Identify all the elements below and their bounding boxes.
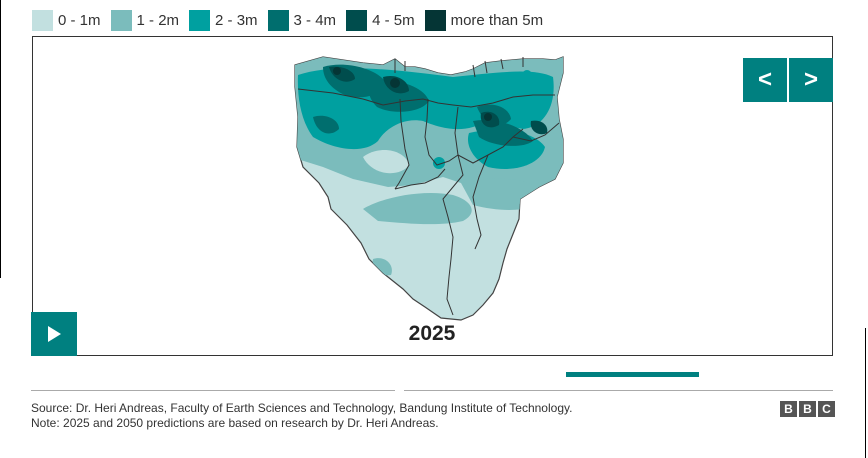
- legend-item-2-3m: 2 - 3m: [189, 9, 258, 31]
- legend-swatch: [267, 9, 289, 31]
- bbc-logo-block: C: [818, 401, 835, 417]
- legend-label: 4 - 5m: [372, 11, 415, 29]
- zone-more-than-5m: [333, 67, 341, 75]
- zone-more-than-5m: [390, 78, 400, 88]
- zone-1-2m: [363, 192, 472, 225]
- legend-label: more than 5m: [450, 11, 544, 29]
- map-frame: [32, 36, 833, 356]
- bbc-logo-block: B: [780, 401, 797, 417]
- zone-2-3m: [522, 70, 532, 80]
- source-text: Source: Dr. Heri Andreas, Faculty of Ear…: [31, 401, 573, 415]
- zone-more-than-5m: [484, 113, 492, 121]
- zone-3-4m: [313, 115, 339, 134]
- legend-swatch: [346, 9, 368, 31]
- legend-label: 1 - 2m: [136, 11, 180, 29]
- legend-item-0-1m: 0 - 1m: [32, 9, 101, 31]
- legend-swatch: [32, 9, 53, 31]
- next-button[interactable]: >: [789, 58, 833, 102]
- legend: 0 - 1m 1 - 2m 2 - 3m 3 - 4m 4 - 5m more …: [32, 8, 553, 32]
- divider: [404, 390, 833, 391]
- bbc-logo: B B C: [778, 401, 835, 417]
- source-note: Source: Dr. Heri Andreas, Faculty of Ear…: [31, 401, 751, 431]
- district-boundaries: [297, 88, 560, 316]
- legend-item-more-than-5m: more than 5m: [424, 9, 544, 31]
- legend-item-3-4m: 3 - 4m: [267, 9, 337, 31]
- chevron-right-icon: >: [803, 66, 818, 93]
- bbc-logo-block: B: [799, 401, 816, 417]
- legend-label: 3 - 4m: [293, 11, 337, 29]
- coastline-piers: [394, 57, 524, 78]
- jakarta-flood-map: [294, 56, 564, 321]
- left-edge-line: [0, 0, 1, 278]
- legend-swatch: [424, 9, 446, 31]
- legend-label: 2 - 3m: [215, 11, 258, 29]
- zone-4-5m: [530, 120, 548, 135]
- chevron-left-icon: <: [757, 66, 772, 93]
- zone-2-3m: [433, 157, 445, 169]
- previous-button[interactable]: <: [743, 58, 787, 102]
- play-icon: [48, 326, 61, 342]
- timeline-progress-bar[interactable]: [566, 372, 699, 377]
- legend-swatch: [189, 9, 211, 31]
- legend-item-4-5m: 4 - 5m: [346, 9, 415, 31]
- legend-item-1-2m: 1 - 2m: [110, 9, 180, 31]
- right-edge-line: [865, 328, 866, 458]
- zone-3-4m: [369, 81, 429, 112]
- note-text: Note: 2025 and 2050 predictions are base…: [31, 416, 439, 430]
- year-label: 2025: [408, 322, 456, 345]
- play-button[interactable]: [31, 312, 77, 356]
- divider: [31, 390, 395, 391]
- zone-0-1m: [363, 150, 409, 174]
- legend-label: 0 - 1m: [58, 11, 101, 29]
- legend-swatch: [110, 9, 132, 31]
